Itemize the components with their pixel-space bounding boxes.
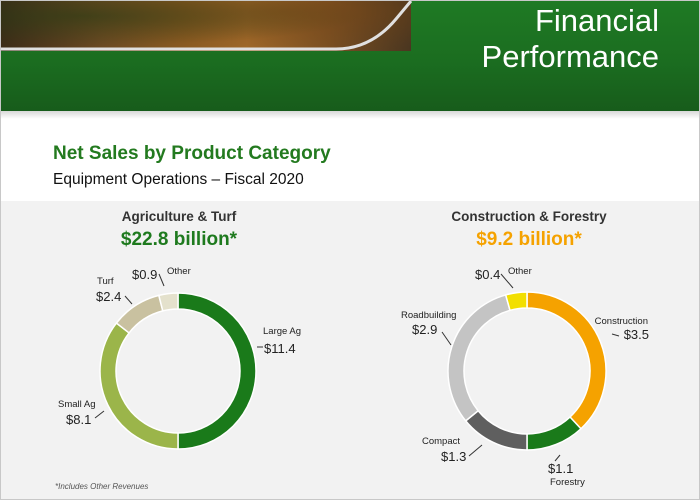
construction-slice [526, 291, 607, 430]
banner-shadow [1, 111, 699, 119]
other-value: $0.4 [475, 267, 500, 282]
large-ag-value: $11.4 [264, 341, 296, 356]
small-ag-value: $8.1 [66, 412, 91, 427]
cf-title: Construction & Forestry [451, 209, 607, 224]
ag-turf-total: $22.8 billion* [120, 229, 238, 250]
roadbuilding-value: $2.9 [412, 322, 437, 337]
small-ag-leader-line [94, 410, 105, 419]
roadbuilding-leader-line [441, 331, 452, 346]
turf-value: $2.4 [96, 289, 121, 304]
other-slice [157, 292, 179, 312]
cf-total: $9.2 billion* [476, 229, 582, 250]
forestry-leader-line [554, 454, 561, 462]
compact-value: $1.3 [441, 449, 466, 464]
section-subheading: Equipment Operations – Fiscal 2020 [53, 171, 304, 188]
header-banner: Financial Performance [1, 1, 699, 111]
forestry-label: Forestry [550, 477, 585, 488]
turf-leader-line [124, 295, 133, 305]
small-ag-label: Small Ag [58, 399, 96, 410]
other-slice [504, 291, 528, 312]
large-ag-label: Large Ag [263, 326, 301, 337]
page-title-line2: Performance [481, 39, 659, 74]
construction-leader-line [611, 333, 620, 337]
turf-label: Turf [97, 276, 114, 287]
construction-label: Construction [595, 316, 648, 327]
banner-curve-decoration [1, 1, 413, 51]
forestry-slice [526, 415, 582, 451]
compact-leader-line [468, 444, 483, 457]
other-label: Other [167, 266, 191, 277]
roadbuilding-label: Roadbuilding [401, 310, 456, 321]
footnote: *Includes Other Revenues [55, 482, 149, 491]
forestry-value: $1.1 [548, 461, 573, 476]
compact-slice [464, 409, 528, 451]
banner-photo [1, 1, 411, 51]
other-value: $0.9 [132, 267, 157, 282]
other-leader-line [158, 273, 165, 287]
page-title: Financial Performance [399, 3, 659, 75]
other-leader-line [500, 273, 514, 289]
section-heading: Net Sales by Product Category [53, 143, 331, 164]
construction-value: $3.5 [624, 327, 649, 342]
other-label: Other [508, 266, 532, 277]
ag-turf-title: Agriculture & Turf [121, 209, 237, 224]
page-title-line1: Financial [534, 3, 659, 38]
compact-label: Compact [422, 436, 460, 447]
roadbuilding-slice [447, 294, 511, 422]
